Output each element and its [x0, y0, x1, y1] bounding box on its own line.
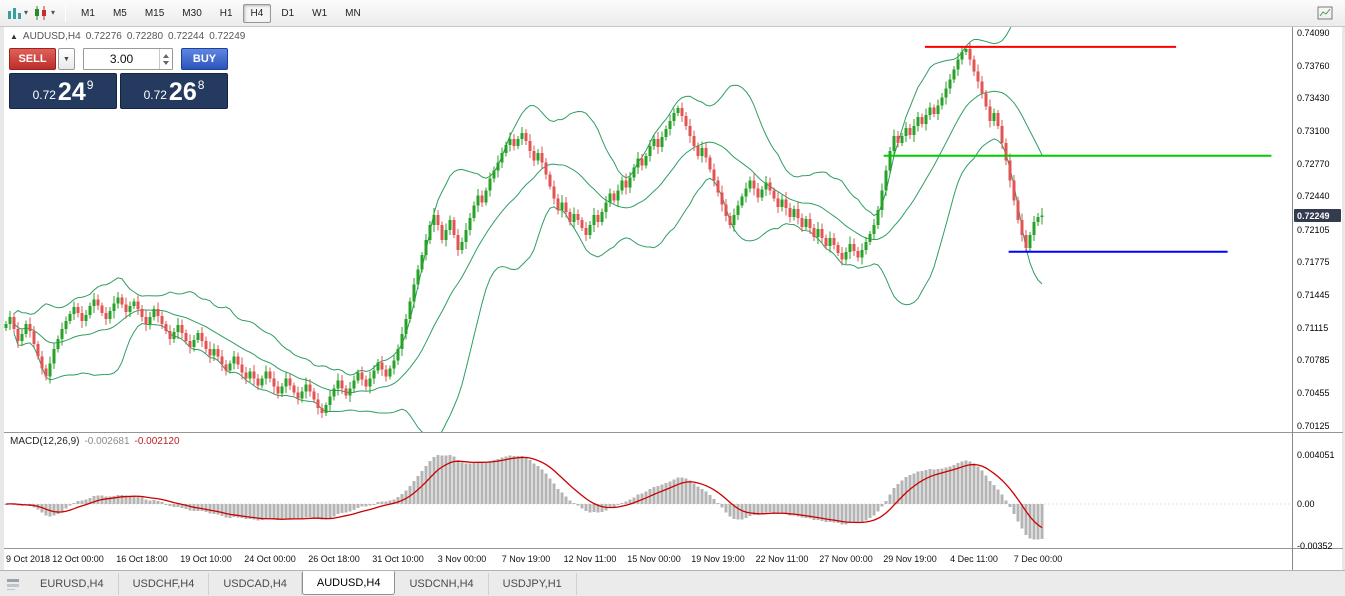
- time-axis-label: 9 Oct 2018: [6, 554, 51, 564]
- time-axis-label: 29 Nov 19:00: [883, 554, 937, 564]
- volume-input[interactable]: 3.00: [83, 48, 173, 70]
- timeframe-button-m15[interactable]: M15: [144, 7, 165, 19]
- chart-symbol: AUDUSD,H4: [22, 31, 81, 42]
- price-axis-label: 0.71775: [1297, 257, 1330, 268]
- price-axis-label: 0.74090: [1297, 28, 1330, 38]
- chart-tab-usdjpy-h1[interactable]: USDJPY,H1: [489, 572, 577, 595]
- ohlc-close: 0.72249: [209, 31, 246, 42]
- chart-tab-audusd-h4[interactable]: AUDUSD,H4: [301, 570, 396, 595]
- sell-price-tile[interactable]: 0.72 24 9: [9, 73, 117, 109]
- toolbar-separator: [65, 4, 67, 22]
- timeframe-button-w1[interactable]: W1: [312, 7, 328, 19]
- price-axis-label: 0.72105: [1297, 224, 1330, 235]
- chart-tab-usdcnh-h4[interactable]: USDCNH,H4: [395, 572, 489, 595]
- price-axis-label: 0.70125: [1297, 420, 1330, 431]
- time-axis-label: 27 Nov 00:00: [819, 554, 873, 564]
- chart-area[interactable]: ▲ AUDUSD,H4 0.72276 0.72280 0.72244 0.72249 S…: [4, 27, 1292, 570]
- time-axis-label: 19 Oct 10:00: [180, 554, 232, 564]
- price-axis-label: 0.72440: [1297, 191, 1330, 202]
- chart-window-icon[interactable]: [1316, 4, 1334, 22]
- bid-prefix: 0.72: [32, 88, 56, 102]
- timeframe-buttons: M1 M5 M15 M30 H1 H4 D1 W1 MN: [72, 3, 370, 23]
- chart-tab-usdcad-h4[interactable]: USDCAD,H4: [209, 572, 302, 595]
- ask-pip-digit: 8: [197, 78, 205, 92]
- time-axis-label: 3 Nov 00:00: [437, 554, 487, 564]
- ask-big-digits: 26: [168, 78, 197, 106]
- ohlc-low: 0.72244: [168, 31, 205, 42]
- buy-price-tile[interactable]: 0.72 26 8: [120, 73, 228, 109]
- volume-value: 3.00: [109, 52, 134, 66]
- chart-tab-bar: EURUSD,H4 USDCHF,H4 USDCAD,H4 AUDUSD,H4 USDC…: [0, 570, 1345, 596]
- macd-axis-label: -0.00352: [1297, 541, 1333, 552]
- bar-chart-icon[interactable]: [5, 4, 23, 22]
- price-axis-label: 0.72770: [1297, 158, 1330, 169]
- axis-divider: [1293, 432, 1343, 433]
- time-axis-label: 12 Nov 11:00: [563, 554, 617, 564]
- macd-axis-label: 0.00: [1297, 499, 1315, 509]
- timeframe-button-m1[interactable]: M1: [81, 7, 95, 19]
- candlestick-chart-icon[interactable]: [32, 4, 50, 22]
- chart-header: ▲ AUDUSD,H4 0.72276 0.72280 0.72244 0.72249: [10, 31, 250, 42]
- price-axis-label: 0.73760: [1297, 60, 1330, 71]
- bid-pip-digit: 9: [86, 78, 94, 92]
- time-axis-label: 7 Nov 19:00: [501, 554, 551, 564]
- ask-prefix: 0.72: [143, 88, 167, 102]
- timeframe-button-m5[interactable]: M5: [112, 7, 127, 19]
- time-axis-label: 7 Dec 00:00: [1013, 554, 1063, 564]
- bid-big-digits: 24: [57, 78, 86, 106]
- time-axis-label: 31 Oct 10:00: [372, 554, 424, 564]
- sell-button[interactable]: SELL: [9, 48, 56, 70]
- volume-dropdown-button[interactable]: ▼: [58, 48, 75, 70]
- timeframe-button-h1[interactable]: H1: [219, 7, 233, 19]
- time-axis-label: 22 Nov 11:00: [755, 554, 809, 564]
- price-axis-label: 0.73100: [1297, 126, 1330, 136]
- chevron-down-icon[interactable]: ▾: [24, 8, 29, 17]
- macd-name: MACD(12,26,9): [10, 436, 80, 447]
- time-axis-label: 15 Nov 00:00: [627, 554, 681, 564]
- price-axis-label: 0.71115: [1297, 322, 1329, 333]
- macd-main-value: -0.002681: [84, 436, 130, 447]
- timeframe-button-mn[interactable]: MN: [345, 7, 361, 19]
- chevron-down-icon[interactable]: ▾: [51, 8, 56, 17]
- time-axis-label: 26 Oct 18:00: [308, 554, 360, 564]
- macd-axis-label: 0.004051: [1297, 450, 1335, 461]
- axis-divider: [1293, 548, 1343, 549]
- price-axis[interactable]: 0.72249 0.74090 0.73760 0.73430 0.73100 0.72…: [1292, 27, 1343, 570]
- timeframe-button-d1[interactable]: D1: [281, 7, 295, 19]
- current-price-tag: 0.72249: [1294, 209, 1341, 222]
- time-axis-label: 16 Oct 18:00: [116, 554, 168, 564]
- chevron-down-icon: ▼: [63, 55, 70, 63]
- price-axis-label: 0.73430: [1297, 93, 1330, 104]
- time-axis-label: 24 Oct 00:00: [244, 554, 296, 564]
- macd-signal-value: -0.002120: [134, 436, 180, 447]
- price-axis-label: 0.71445: [1297, 289, 1330, 300]
- chart-tab-eurusd-h4[interactable]: EURUSD,H4: [26, 572, 119, 595]
- spinner-down-icon[interactable]: [163, 60, 169, 65]
- macd-indicator-label: MACD(12,26,9) -0.002681 -0.002120: [10, 436, 185, 447]
- volume-spinner[interactable]: [159, 49, 172, 69]
- time-axis[interactable]: 9 Oct 2018 12 Oct 00:00 16 Oct 18:00 19 Oct…: [4, 549, 1292, 570]
- spinner-up-icon[interactable]: [163, 53, 169, 58]
- timeframe-button-m30[interactable]: M30: [182, 7, 202, 19]
- chart-marker-icon: ▲: [10, 32, 18, 41]
- charts-list-icon[interactable]: [5, 576, 21, 592]
- time-axis-label: 4 Dec 11:00: [950, 554, 998, 564]
- ohlc-high: 0.72280: [126, 31, 164, 42]
- chart-tab-usdchf-h4[interactable]: USDCHF,H4: [119, 572, 210, 595]
- buy-button[interactable]: BUY: [181, 48, 228, 70]
- price-axis-label: 0.70455: [1297, 387, 1330, 398]
- time-axis-label: 19 Nov 19:00: [691, 554, 745, 564]
- price-axis-label: 0.70785: [1297, 355, 1330, 366]
- chart-toolbar: ▾ ▾ M1 M5 M15 M30 H1 H4 D1 W1 MN: [0, 0, 1345, 27]
- price-chart[interactable]: [4, 27, 1292, 570]
- ohlc-open: 0.72276: [85, 31, 122, 42]
- time-axis-label: 12 Oct 00:00: [52, 554, 104, 564]
- timeframe-button-h4[interactable]: H4: [242, 3, 272, 23]
- one-click-trading-panel: SELL ▼ 3.00 BUY 0.72 24 9 0.72 26 8: [9, 48, 228, 109]
- chart-tabs: EURUSD,H4 USDCHF,H4 USDCAD,H4 AUDUSD,H4 USDC…: [26, 570, 577, 596]
